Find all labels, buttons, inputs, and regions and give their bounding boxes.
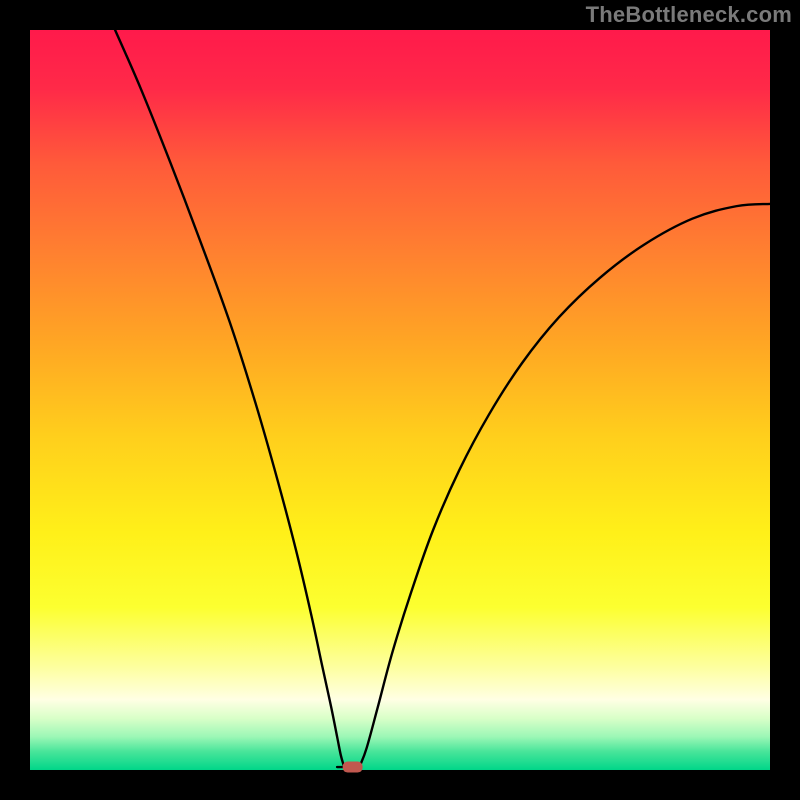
bottleneck-marker <box>343 762 363 773</box>
chart-stage: TheBottleneck.com <box>0 0 800 800</box>
chart-svg <box>0 0 800 800</box>
watermark-text: TheBottleneck.com <box>586 2 792 28</box>
plot-background <box>30 30 770 770</box>
